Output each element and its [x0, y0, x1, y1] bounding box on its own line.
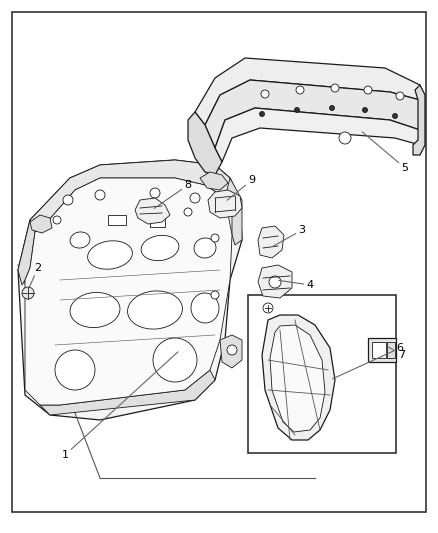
Text: 2: 2 — [29, 263, 42, 287]
Circle shape — [363, 108, 367, 112]
Circle shape — [184, 208, 192, 216]
Ellipse shape — [127, 291, 183, 329]
Circle shape — [396, 92, 404, 100]
Circle shape — [296, 86, 304, 94]
Text: 7: 7 — [387, 346, 406, 360]
Circle shape — [153, 338, 197, 382]
Circle shape — [22, 287, 34, 299]
Circle shape — [227, 345, 237, 355]
Polygon shape — [215, 108, 420, 162]
Polygon shape — [258, 265, 292, 298]
Polygon shape — [195, 58, 420, 125]
Bar — [372, 342, 386, 358]
Polygon shape — [30, 160, 235, 232]
Circle shape — [263, 303, 273, 313]
Text: 4: 4 — [279, 280, 314, 290]
Polygon shape — [200, 172, 228, 190]
Circle shape — [63, 195, 73, 205]
Circle shape — [294, 108, 300, 112]
Bar — [368, 338, 396, 362]
Text: 3: 3 — [272, 225, 305, 247]
Circle shape — [211, 291, 219, 299]
Text: 9: 9 — [227, 175, 255, 200]
Ellipse shape — [88, 241, 132, 269]
Bar — [387, 342, 395, 358]
Polygon shape — [18, 160, 242, 420]
Text: 6: 6 — [332, 343, 403, 379]
Circle shape — [211, 234, 219, 242]
Polygon shape — [262, 315, 335, 440]
Text: 8: 8 — [154, 180, 191, 208]
Circle shape — [95, 190, 105, 200]
Text: 5: 5 — [362, 132, 409, 173]
Circle shape — [364, 86, 372, 94]
Polygon shape — [18, 220, 35, 285]
Polygon shape — [40, 370, 215, 415]
Circle shape — [259, 111, 265, 117]
Polygon shape — [205, 80, 420, 148]
Ellipse shape — [191, 293, 219, 323]
Ellipse shape — [70, 232, 90, 248]
Circle shape — [190, 193, 200, 203]
Polygon shape — [220, 335, 242, 368]
Text: 1: 1 — [61, 352, 178, 460]
Circle shape — [331, 84, 339, 92]
Polygon shape — [270, 325, 325, 432]
Circle shape — [329, 106, 335, 110]
Polygon shape — [208, 190, 242, 218]
Polygon shape — [25, 178, 232, 405]
Polygon shape — [225, 178, 242, 245]
Ellipse shape — [70, 293, 120, 328]
Bar — [150, 218, 165, 227]
Circle shape — [261, 90, 269, 98]
Circle shape — [269, 276, 281, 288]
Polygon shape — [413, 85, 425, 155]
Ellipse shape — [141, 236, 179, 261]
Circle shape — [55, 350, 95, 390]
Circle shape — [339, 132, 351, 144]
Circle shape — [392, 114, 398, 118]
Polygon shape — [188, 112, 222, 175]
Circle shape — [53, 216, 61, 224]
Polygon shape — [258, 226, 284, 258]
Polygon shape — [30, 215, 52, 233]
Circle shape — [150, 188, 160, 198]
Bar — [248, 295, 396, 453]
Bar — [108, 215, 126, 225]
Polygon shape — [135, 198, 170, 224]
Ellipse shape — [194, 238, 216, 258]
